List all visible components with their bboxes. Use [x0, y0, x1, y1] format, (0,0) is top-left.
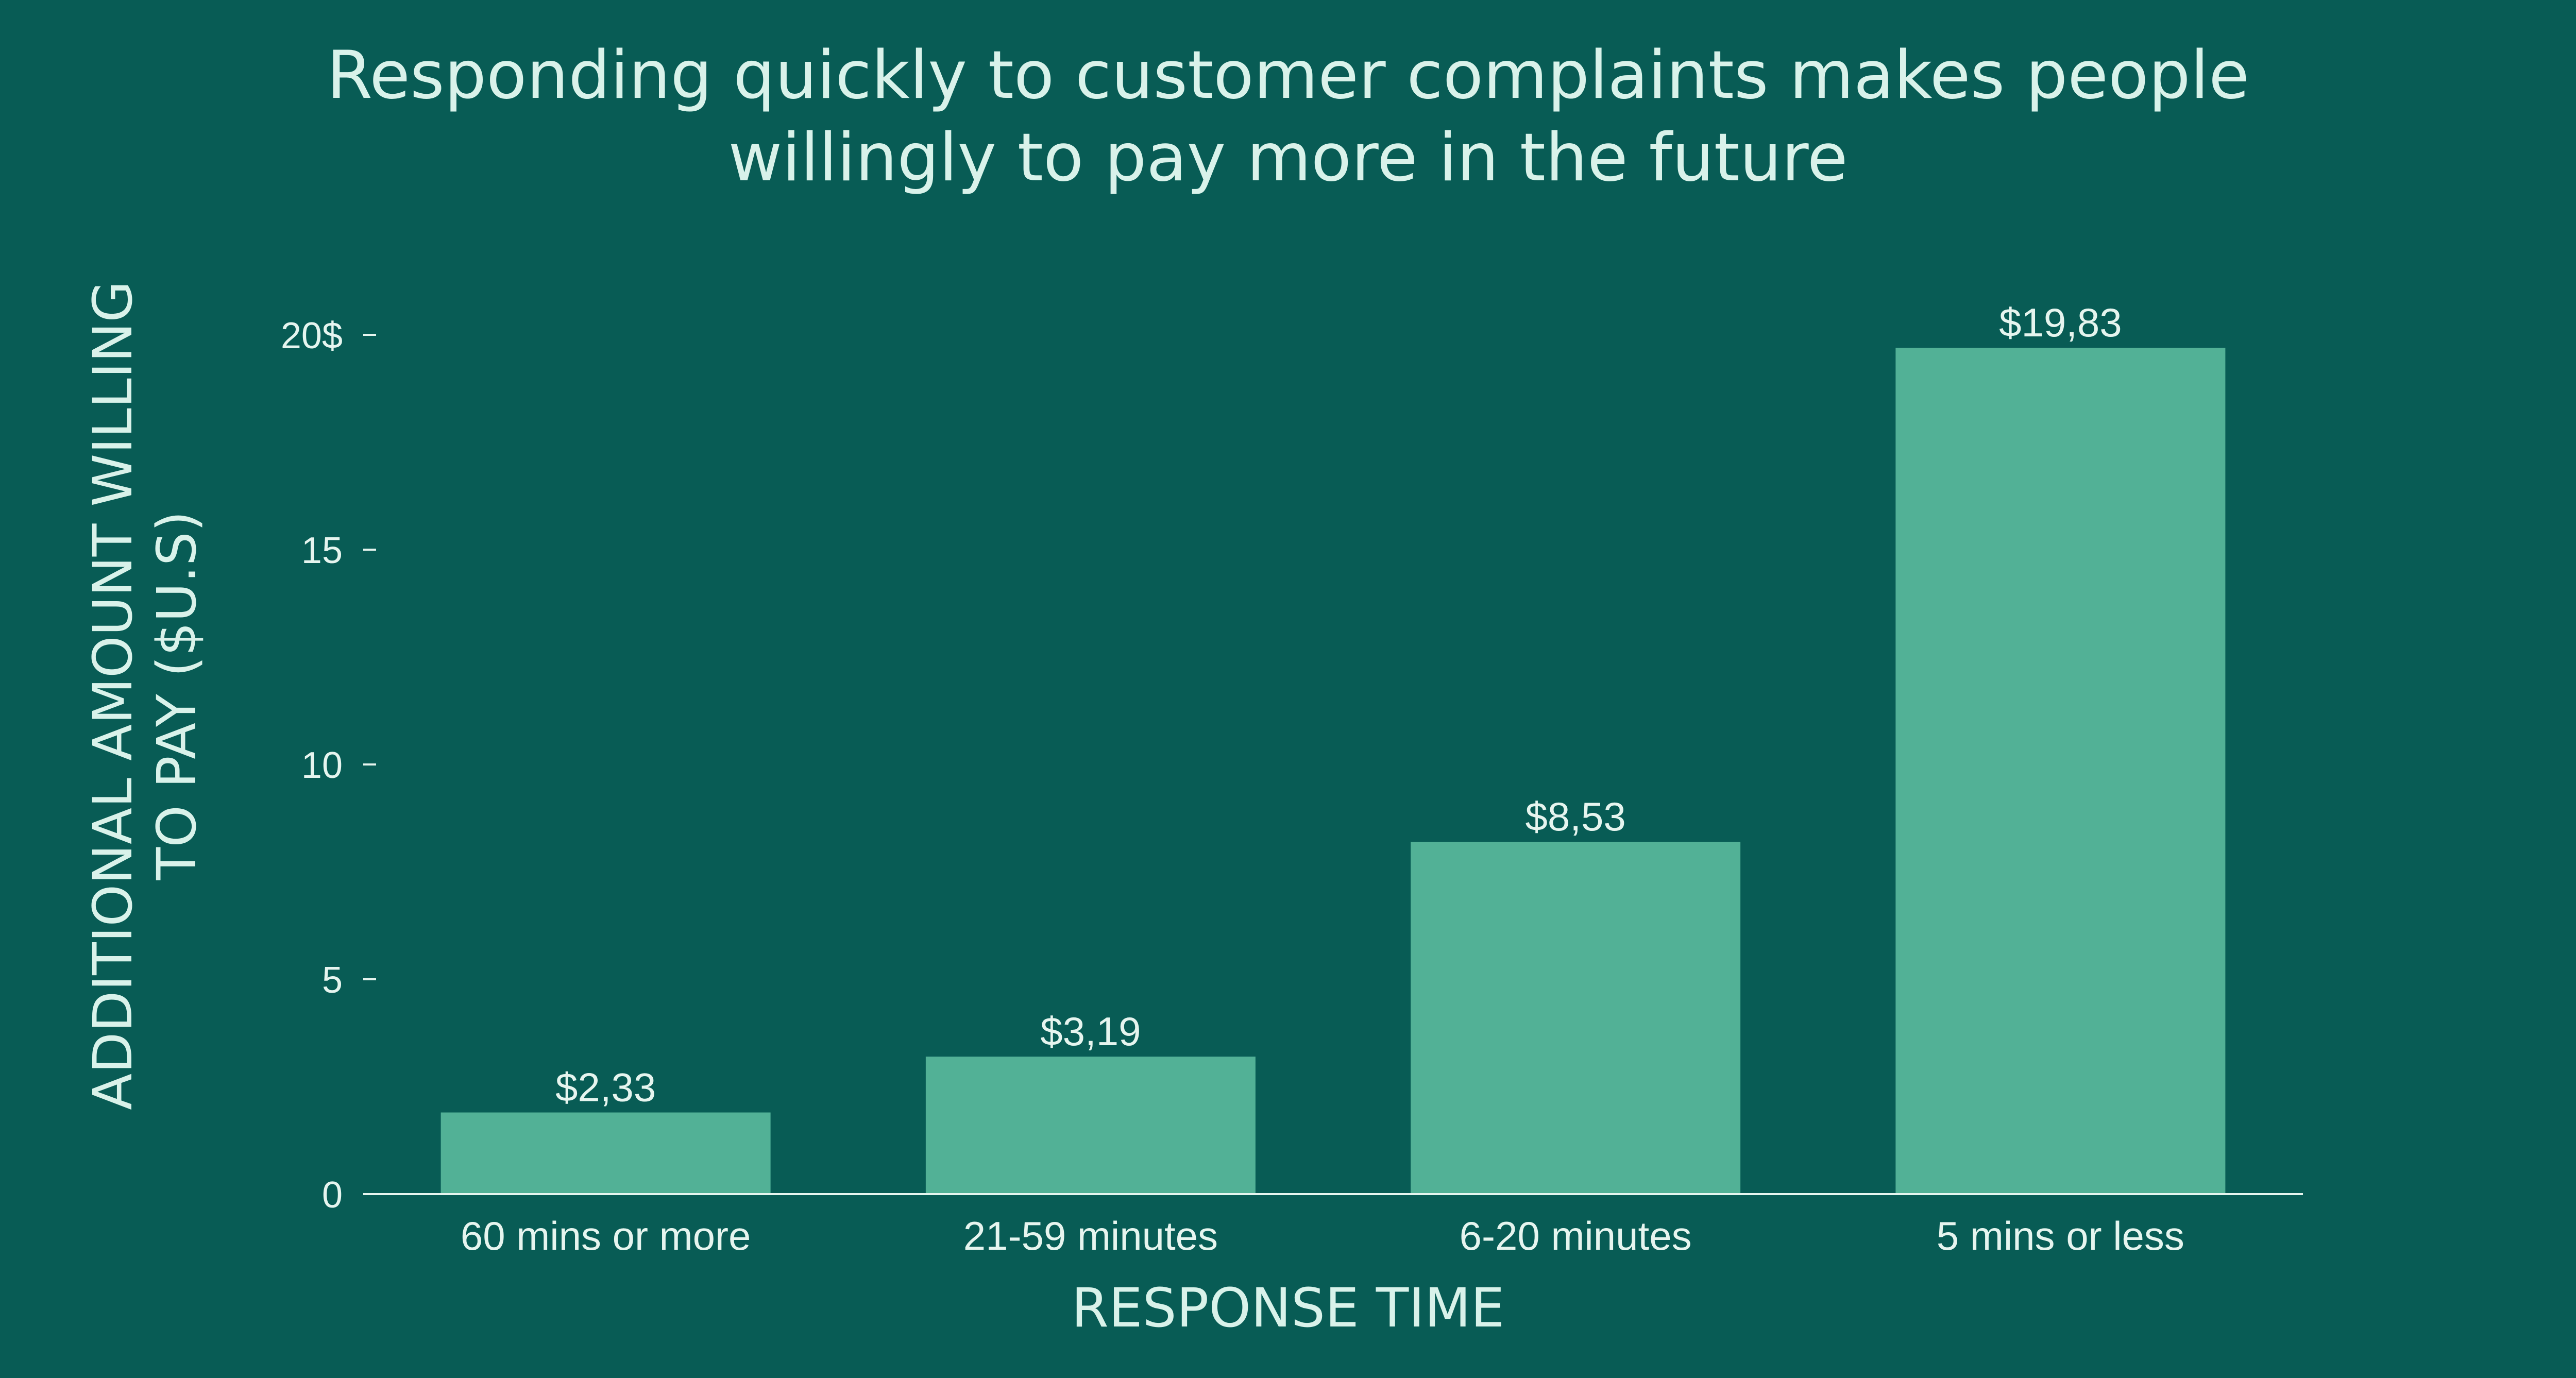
y-tick-label: 20$ [281, 315, 343, 356]
y-tick-label: 0 [322, 1175, 343, 1216]
bar [925, 1057, 1256, 1194]
x-category-label: 21-59 minutes [963, 1213, 1218, 1258]
y-axis-title-line-1: ADDITIONAL AMOUNT WILLING [81, 281, 144, 1110]
bar-value-label: $3,19 [1040, 1009, 1141, 1054]
bar [1411, 842, 1741, 1194]
x-axis-title: RESPONSE TIME [1072, 1277, 1505, 1339]
bar-value-label: $2,33 [555, 1065, 656, 1110]
bar-value-label: $19,83 [1999, 300, 2122, 345]
x-category-label: 5 mins or less [1937, 1213, 2184, 1258]
x-category-label: 60 mins or more [461, 1213, 751, 1258]
y-tick-label: 5 [322, 960, 343, 1001]
y-tick-label: 10 [301, 745, 343, 786]
y-axis-title-line-2: TO PAY ($U.S) [145, 511, 208, 881]
plot-area: 0 5 10 15 20$ $2,33 60 mins or more $3,19 21-59 … [281, 300, 2303, 1258]
bar [1895, 348, 2226, 1194]
x-category-label: 6-20 minutes [1460, 1213, 1692, 1258]
bar-value-label: $8,53 [1526, 794, 1626, 839]
y-tick-label: 15 [301, 530, 343, 571]
chart-title-line-2: willingly to pay more in the future [728, 120, 1848, 196]
chart-title-line-1: Responding quickly to customer complaint… [327, 37, 2249, 114]
bar [440, 1112, 771, 1194]
